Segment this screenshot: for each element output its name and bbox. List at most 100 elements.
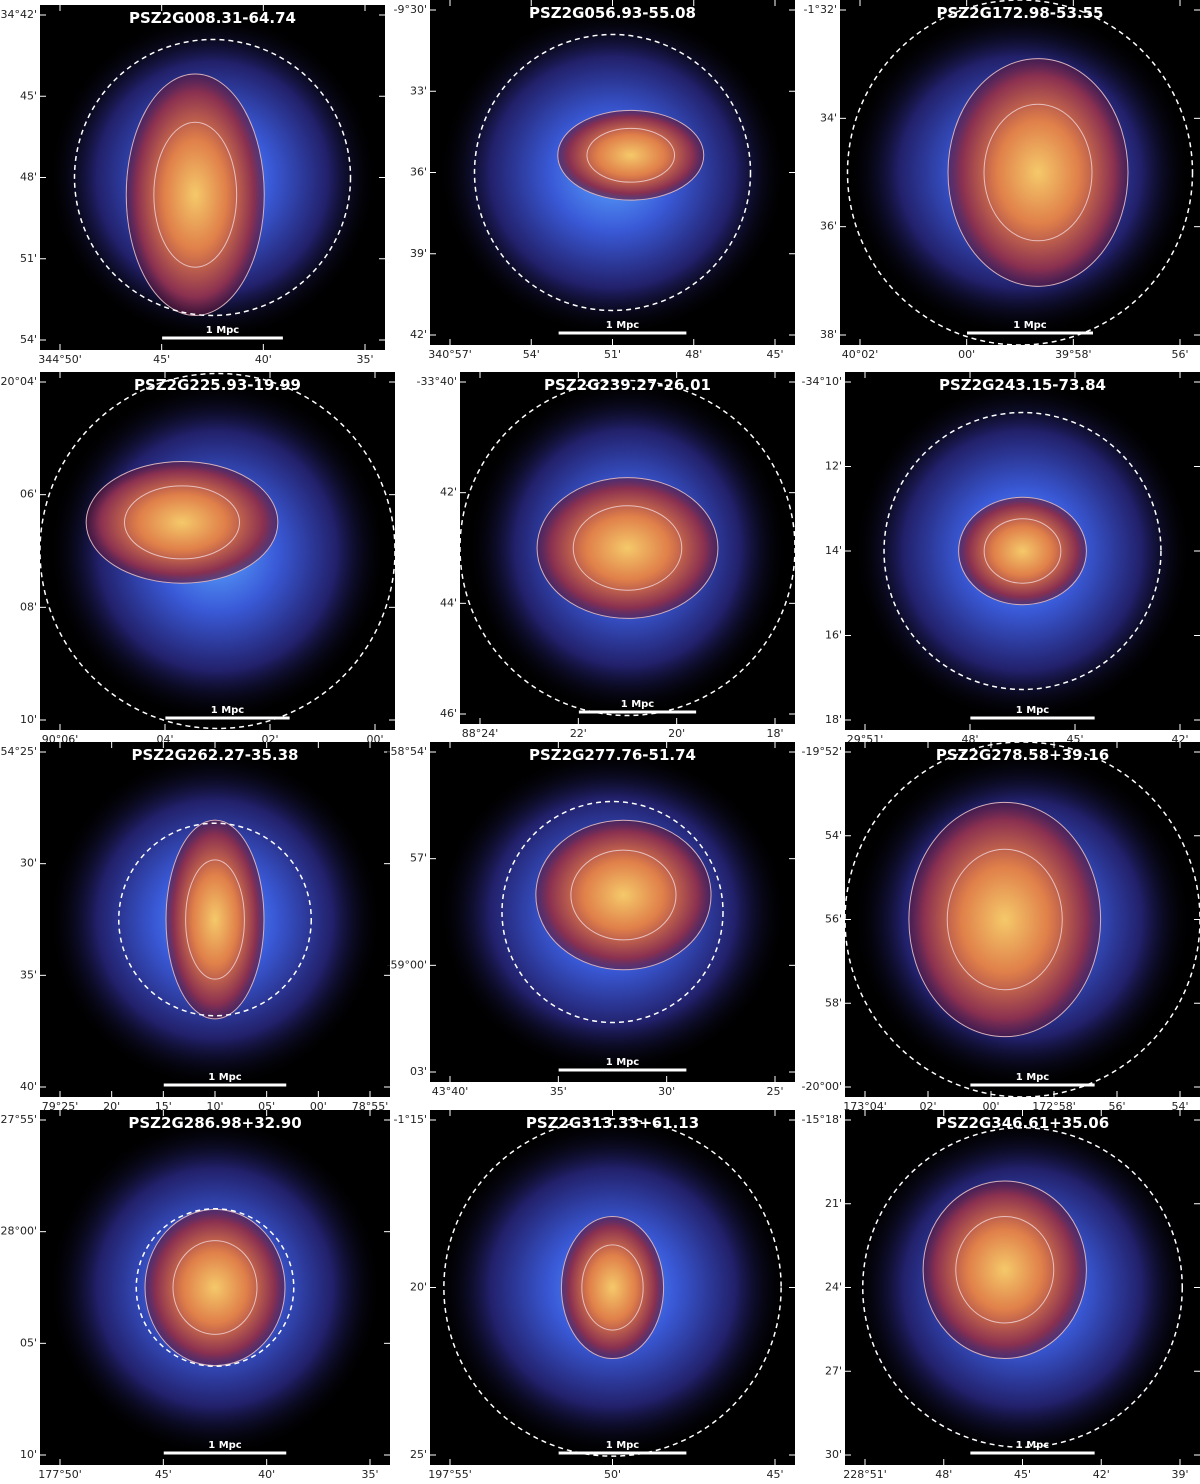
radio-emission [144,1208,286,1367]
contour [123,485,241,560]
y-tick-label: 14' [825,544,842,557]
x-tick-label: 79°25' [42,1100,79,1113]
x-tick-label: 35' [361,1468,378,1481]
x-tick-label: 00' [958,348,975,361]
y-tick-label: 12' [825,460,842,473]
contour [955,1216,1055,1324]
x-tick-label: 39°58' [1055,348,1092,361]
x-tick-label: 45' [153,353,170,366]
y-tick-label: 56' [825,913,842,926]
panel: PSZ2G286.98+32.90 1 Mpc -27°55' -28°00' 05' 1… [0,1110,390,1481]
x-tick-label: 50' [604,1468,621,1481]
r500-circle [443,1118,782,1457]
scale-label: 1 Mpc [208,1440,242,1451]
y-tick-label: -1°32' [804,3,838,16]
panel-title: PSZ2G225.93-19.99 [134,376,301,394]
panel-title: PSZ2G243.15-73.84 [939,376,1106,394]
y-tick-label: 40' [20,1080,37,1093]
panel: PSZ2G278.58+39.16 1 Mpc -19°52' 54' 56' 58' -2… [802,741,1200,1113]
panel: PSZ2G262.27-35.38 1 Mpc -54°25' 30' 35' 40' 79… [0,742,390,1113]
panel: PSZ2G239.27-26.01 1 Mpc -33°40' 42' 44' 46' 88… [417,372,796,740]
y-tick-label: 57' [410,852,427,865]
panel: PSZ2G243.15-73.84 1 Mpc -34°10' 12' 14' 16' 18… [802,372,1200,746]
y-tick-label: 16' [825,629,842,642]
x-tick-label: 40' [255,353,272,366]
y-tick-label: 35' [20,968,37,981]
y-tick-label: 46' [440,707,457,720]
x-tick-label: 172°58' [1032,1100,1076,1113]
y-tick-label: 58' [825,996,842,1009]
x-tick-label: 22' [570,727,587,740]
panel-title: PSZ2G277.76-51.74 [529,746,696,764]
radio-emission [535,819,712,971]
contour [572,505,683,591]
y-tick-label: -15°18' [802,1113,843,1126]
contour [946,848,1063,991]
scale-label: 1 Mpc [211,705,245,716]
y-tick-label: 54' [825,829,842,842]
x-tick-label: 05' [258,1100,275,1113]
panel-title: PSZ2G286.98+32.90 [128,1114,301,1132]
r500-circle [473,33,752,312]
x-tick-label: 45' [766,1468,783,1481]
y-tick-label: -9°30' [394,3,428,16]
x-tick-label: 20' [668,727,685,740]
x-tick-label: 00' [310,1100,327,1113]
panel-title: PSZ2G056.93-55.08 [529,4,696,22]
y-tick-label: -20°00' [802,1080,843,1093]
y-tick-label: -34°10' [802,375,843,388]
y-tick-label: 08' [20,600,37,613]
scale-label: 1 Mpc [606,320,640,331]
y-tick-label: 24' [825,1281,842,1294]
x-tick-label: 54' [523,348,540,361]
x-tick-label: 43°40' [432,1085,469,1098]
r500-circle [118,822,312,1017]
panel: PSZ2G313.33+61.13 1 Mpc -1°15' 20' 25'197°55… [394,1110,795,1481]
y-tick-label: 39' [410,247,427,260]
panel-title: PSZ2G239.27-26.01 [544,376,711,394]
y-tick-label: 54' [20,333,37,346]
x-tick-label: 40' [258,1468,275,1481]
x-tick-label: 48' [685,348,702,361]
scale-label: 1 Mpc [1016,705,1050,716]
y-tick-label: -54°25' [0,745,37,758]
x-tick-label: 00' [982,1100,999,1113]
contour [570,849,677,941]
y-tick-label: 10' [20,1448,37,1461]
scale-label: 1 Mpc [1013,320,1047,331]
contour [586,127,676,183]
y-tick-label: 42' [410,328,427,341]
radio-emission [165,819,265,1020]
scale-label: 1 Mpc [1016,1072,1050,1083]
panel: PSZ2G172.98-53.55 1 Mpc -1°32' 34' 36' 38' 40°… [804,0,1200,361]
r500-circle [846,0,1194,346]
panel: PSZ2G056.93-55.08 1 Mpc -9°30' 33' 36' 39' 42'… [394,0,795,361]
y-tick-label: 36' [820,220,837,233]
contour [185,859,245,980]
panel-title: PSZ2G262.27-35.38 [132,746,299,764]
x-tick-label: 56' [1108,1100,1125,1113]
x-tick-label: 02' [919,1100,936,1113]
scale-label: 1 Mpc [606,1057,640,1068]
y-tick-label: 44' [440,596,457,609]
y-tick-label: 45' [20,89,37,102]
r500-circle [39,372,396,730]
y-tick-label: 51' [20,252,37,265]
x-tick-label: 20' [103,1100,120,1113]
radio-emission [922,1180,1087,1359]
x-tick-label: 197°55' [428,1468,472,1481]
radio-emission [560,1216,665,1359]
y-tick-label: 25' [410,1448,427,1461]
radio-emission [125,73,265,316]
x-tick-label: 40°02' [842,348,879,361]
x-tick-label: 25' [766,1085,783,1098]
r500-circle [883,411,1162,691]
y-tick-label: 05' [20,1336,37,1349]
x-tick-label: 45' [766,348,783,361]
y-tick-label: -59°00' [387,958,428,971]
y-tick-label: 18' [825,713,842,726]
r500-circle [459,379,796,717]
panel-title: PSZ2G278.58+39.16 [936,746,1109,764]
y-tick-label: 36' [410,166,427,179]
r500-circle [501,800,724,1024]
